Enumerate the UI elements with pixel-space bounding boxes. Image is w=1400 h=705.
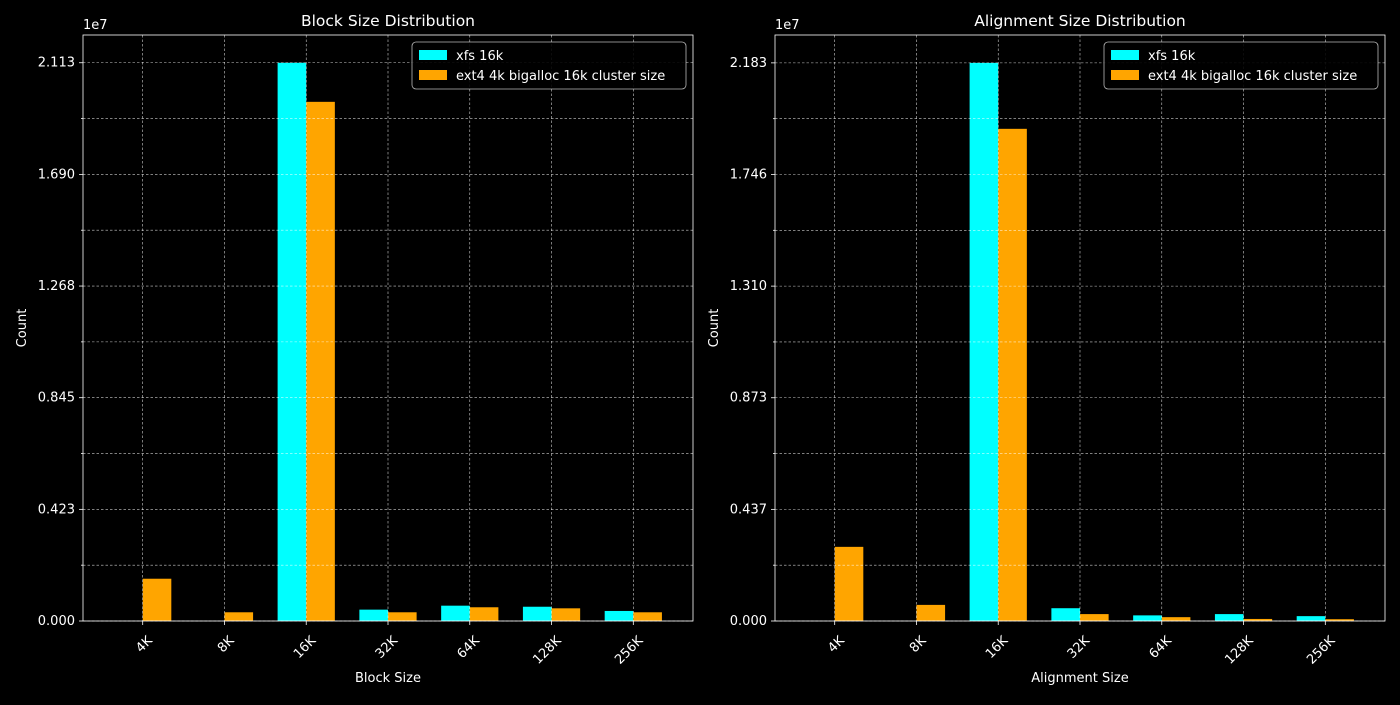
x-tick-label: 128K xyxy=(530,633,565,668)
bar-xfs-128k xyxy=(522,606,552,621)
axes-frame xyxy=(774,34,1386,622)
bar-ext4-8k xyxy=(916,604,946,621)
bar-xfs-32k xyxy=(1051,608,1080,621)
y-tick-label: 0.845 xyxy=(38,391,75,406)
legend-swatch-xfs xyxy=(1111,50,1139,60)
bar-ext4-256k xyxy=(633,612,662,621)
x-tick-label: 16K xyxy=(983,633,1012,662)
chart-panel-1: 0.000 0.423 0.845 1.268 1.690 2.113 4K 8K 16K 32K… xyxy=(15,12,694,686)
y-axis-label: Count xyxy=(15,309,30,348)
y-tick-label: 0.000 xyxy=(730,614,767,629)
bar-ext4-64k xyxy=(1161,617,1191,621)
legend-label-ext4: ext4 4k bigalloc 16k cluster size xyxy=(1148,69,1357,84)
legend-swatch-xfs xyxy=(419,50,447,60)
x-tick-label: 4K xyxy=(133,633,156,656)
y-tick-label: 1.310 xyxy=(730,279,767,294)
bar-ext4-64k xyxy=(469,607,499,621)
chart-panel-2: 0.000 0.437 0.873 1.310 1.746 2.183 4K 8K 16K 32K… xyxy=(707,12,1386,686)
y-offset-label: 1e7 xyxy=(83,18,108,33)
bar-xfs-256k xyxy=(1296,616,1326,621)
axes-frame xyxy=(82,34,694,622)
bar-ext4-256k xyxy=(1325,619,1354,621)
bar-ext4-32k xyxy=(1080,614,1109,621)
bar-xfs-128k xyxy=(1214,614,1244,621)
bar-ext4-4k xyxy=(834,546,864,621)
legend-swatch-ext4 xyxy=(1111,70,1139,80)
bar-ext4-32k xyxy=(388,612,417,621)
bar-xfs-256k xyxy=(604,610,634,621)
y-axis-label: Count xyxy=(707,309,722,348)
y-offset-label: 1e7 xyxy=(775,18,800,33)
x-tick-label: 4K xyxy=(825,633,848,656)
chart-title: Block Size Distribution xyxy=(301,12,475,30)
bar-ext4-16k xyxy=(306,101,335,622)
bar-xfs-64k xyxy=(441,605,470,621)
legend-label-xfs: xfs 16k xyxy=(1148,49,1196,64)
y-tick-label: 2.113 xyxy=(38,56,75,71)
x-tick-label: 128K xyxy=(1222,633,1257,668)
y-tick-label: 1.268 xyxy=(38,279,75,294)
x-tick-label: 32K xyxy=(373,633,402,662)
legend-swatch-ext4 xyxy=(419,70,447,80)
y-tick-label: 1.746 xyxy=(730,167,767,182)
y-tick-label: 0.423 xyxy=(38,502,75,517)
x-tick-label: 8K xyxy=(907,633,930,656)
legend-label-ext4: ext4 4k bigalloc 16k cluster size xyxy=(456,69,665,84)
y-tick-label: 2.183 xyxy=(730,56,767,71)
x-tick-label: 64K xyxy=(1146,633,1175,662)
legend-box xyxy=(1103,41,1379,90)
y-tick-label: 1.690 xyxy=(38,167,75,182)
x-tick-label: 64K xyxy=(454,633,483,662)
x-tick-label: 8K xyxy=(215,633,238,656)
bar-xfs-32k xyxy=(359,609,388,621)
bar-ext4-4k xyxy=(142,578,172,621)
bar-ext4-128k xyxy=(1243,618,1273,621)
x-tick-label: 16K xyxy=(291,633,320,662)
legend-box xyxy=(411,41,687,90)
x-axis-label: Block Size xyxy=(355,671,421,686)
x-axis-label: Alignment Size xyxy=(1031,671,1128,686)
bar-ext4-8k xyxy=(224,612,254,621)
x-tick-label: 256K xyxy=(612,633,647,668)
bar-ext4-128k xyxy=(551,608,581,621)
chart-title: Alignment Size Distribution xyxy=(974,12,1186,30)
y-tick-label: 0.437 xyxy=(730,502,767,517)
y-tick-label: 0.873 xyxy=(730,391,767,406)
x-tick-label: 32K xyxy=(1065,633,1094,662)
bar-ext4-16k xyxy=(998,128,1027,621)
legend-label-xfs: xfs 16k xyxy=(456,49,504,64)
x-tick-label: 256K xyxy=(1304,633,1339,668)
y-tick-label: 0.000 xyxy=(38,614,75,629)
bar-xfs-64k xyxy=(1133,615,1162,621)
